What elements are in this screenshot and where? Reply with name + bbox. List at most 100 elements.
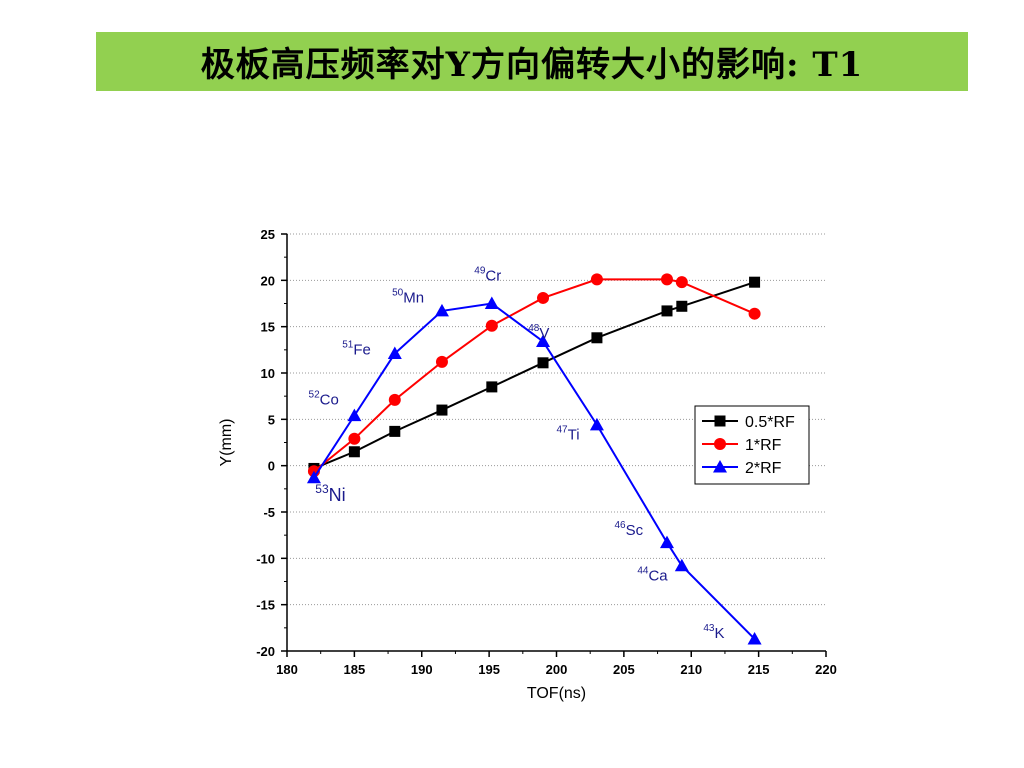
data-point: [435, 355, 448, 368]
isotope-mass-number: 43: [703, 623, 715, 634]
slide-title: 极板高压频率对Y方向偏转大小的影响: T1: [200, 45, 864, 85]
series-group: [306, 273, 762, 645]
isotope-mass-number: 53: [315, 482, 329, 496]
data-point: [434, 303, 449, 317]
data-point: [714, 415, 726, 427]
data-point: [713, 460, 727, 473]
isotope-mass-number: 46: [614, 520, 626, 531]
data-point: [591, 332, 603, 344]
isotope-element: Mn: [403, 290, 424, 307]
y-tick-label: 10: [261, 366, 275, 381]
isotope-mass-number: 52: [309, 390, 321, 401]
x-tick-label: 215: [748, 662, 770, 677]
isotope-label: 44Ca: [637, 566, 668, 585]
x-tick-label: 185: [344, 662, 366, 677]
x-axis-label: TOF(ns): [527, 685, 586, 702]
x-tick-label: 180: [276, 662, 298, 677]
legend-label: 0.5*RF: [745, 414, 795, 431]
isotope-label: 48V: [528, 323, 549, 342]
y-tick-label: 25: [261, 227, 275, 242]
x-tick-label: 220: [815, 662, 837, 677]
series-line: [313, 281, 755, 470]
data-point: [714, 438, 726, 450]
data-point: [660, 273, 673, 286]
data-point: [347, 408, 362, 422]
legend-entry: 2*RF: [702, 460, 782, 477]
isotope-label: 43K: [703, 623, 724, 642]
annotations: 53Ni 52Co 51Fe 50Mn 49Cr 48V 47Ti 46Sc 44Ca 43K: [309, 265, 725, 642]
legend-label: 2*RF: [745, 460, 782, 477]
y-tick-label: 15: [261, 320, 275, 335]
series-triangle: [306, 296, 762, 645]
data-point: [387, 346, 402, 360]
series-square: [308, 276, 761, 474]
y-tick-label: 5: [268, 412, 275, 427]
series-line: [313, 302, 756, 640]
isotope-label: 50Mn: [392, 288, 424, 307]
data-point: [590, 273, 603, 286]
data-point: [536, 334, 551, 347]
data-point: [749, 276, 761, 288]
y-axis-label: Y(mm): [218, 419, 235, 467]
title-banner: 极板高压频率对Y方向偏转大小的影响: T1: [96, 32, 968, 91]
isotope-mass-number: 49: [474, 265, 486, 276]
isotope-element: Sc: [626, 522, 644, 539]
y-tick-label: 20: [261, 273, 275, 288]
isotope-element: Ca: [648, 568, 668, 585]
data-point: [348, 446, 360, 458]
isotope-mass-number: 44: [637, 566, 649, 577]
legend-label: 1*RF: [745, 437, 782, 454]
data-point: [659, 535, 674, 549]
y-tick-label: -15: [256, 598, 275, 613]
data-point: [748, 307, 761, 320]
axes: -20 -15 -10 -5 0 5 10 15 20 25 180 185 190 195 200 205 2…: [218, 227, 837, 702]
legend-entry: 0.5*RF: [702, 414, 795, 431]
data-point: [537, 357, 549, 369]
legend-entry: 1*RF: [702, 437, 782, 454]
y-tick-label: -5: [263, 505, 275, 520]
y-tick-label: 0: [268, 459, 275, 474]
isotope-element: V: [539, 325, 549, 342]
data-point: [747, 631, 762, 645]
legend: 0.5*RF 1*RF 2*RF: [694, 405, 810, 485]
data-point: [306, 470, 321, 484]
data-point: [388, 393, 401, 406]
isotope-element: Co: [320, 392, 339, 409]
data-point: [486, 381, 498, 393]
data-point: [436, 404, 448, 416]
isotope-element: Ni: [329, 485, 346, 505]
isotope-mass-number: 50: [392, 288, 404, 299]
data-point: [589, 417, 604, 431]
data-point: [348, 432, 361, 445]
y-tick-label: -20: [256, 644, 275, 659]
isotope-mass-number: 51: [342, 339, 354, 350]
series-circle: [307, 273, 761, 478]
series-line: [313, 278, 755, 473]
x-tick-label: 210: [680, 662, 702, 677]
isotope-element: Cr: [485, 267, 501, 284]
isotope-mass-number: 47: [557, 425, 569, 436]
isotope-label: 46Sc: [614, 520, 643, 539]
isotope-label: 49Cr: [474, 265, 501, 284]
x-tick-label: 205: [613, 662, 635, 677]
data-point: [675, 276, 688, 289]
data-point: [537, 291, 550, 304]
isotope-label: 47Ti: [557, 425, 580, 444]
isotope-label: 51Fe: [342, 339, 371, 358]
x-tick-label: 190: [411, 662, 433, 677]
x-tick-label: 200: [546, 662, 568, 677]
data-point: [484, 296, 499, 309]
y-tick-label: -10: [256, 551, 275, 566]
data-point: [485, 319, 498, 332]
data-point: [661, 305, 673, 317]
data-point: [389, 425, 401, 437]
x-tick-label: 195: [478, 662, 500, 677]
isotope-label: 53Ni: [315, 482, 345, 505]
isotope-mass-number: 48: [528, 323, 540, 334]
data-point: [676, 300, 688, 312]
data-point: [674, 558, 689, 572]
isotope-label: 52Co: [309, 390, 339, 409]
isotope-element: K: [715, 625, 725, 642]
isotope-element: Ti: [568, 427, 580, 444]
